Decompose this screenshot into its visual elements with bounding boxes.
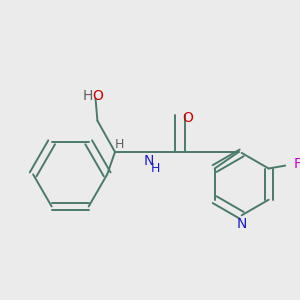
Text: N: N — [144, 154, 154, 168]
Text: O: O — [183, 111, 194, 125]
Text: H: H — [151, 162, 160, 175]
Text: N: N — [236, 217, 247, 231]
Text: O: O — [92, 89, 103, 103]
Text: H: H — [115, 138, 124, 151]
Text: F: F — [294, 157, 300, 171]
Text: H: H — [82, 89, 93, 103]
